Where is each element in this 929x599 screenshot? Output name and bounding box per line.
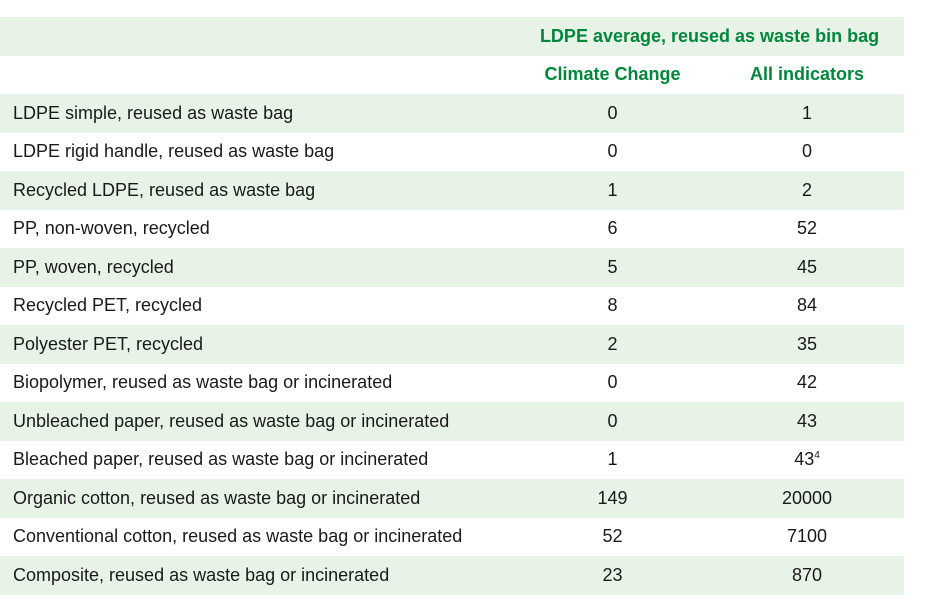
table-row: Polyester PET, recycled 2 35 [0, 325, 905, 364]
table-row: PP, non-woven, recycled 6 52 [0, 210, 904, 249]
table-row: Unbleached paper, reused as waste bag or… [0, 402, 905, 441]
row-label: Biopolymer, reused as waste bag or incin… [13, 372, 393, 393]
group-header: LDPE average, reused as waste bin bag [515, 17, 905, 56]
climate-change-value: 0 [515, 94, 710, 133]
row-label: Organic cotton, reused as waste bag or i… [0, 479, 515, 518]
all-indicators-value: 84 [796, 295, 818, 316]
all-indicators-value: 870 [791, 564, 823, 585]
column-header-climate-change: Climate Change [544, 64, 681, 85]
all-indicators-value: 43 [796, 410, 818, 431]
all-indicators-value: 2 [802, 179, 813, 200]
table-row: LDPE simple, reused as waste bag 0 1 [0, 94, 905, 133]
header-blank-cell [0, 17, 515, 56]
table-row: Biopolymer, reused as waste bag or incin… [0, 364, 904, 403]
row-label: PP, non-woven, recycled [13, 218, 210, 239]
row-label: LDPE simple, reused as waste bag [0, 94, 515, 133]
row-label: Recycled PET, recycled [13, 295, 203, 316]
climate-change-value: 1 [515, 171, 710, 210]
climate-change-value: 0 [607, 372, 618, 393]
all-indicators-cell: 45 [710, 248, 905, 287]
row-label: PP, woven, recycled [0, 248, 515, 287]
row-label: Unbleached paper, reused as waste bag or… [0, 402, 515, 441]
row-label: Composite, reused as waste bag or incine… [0, 556, 515, 595]
group-header-row: LDPE average, reused as waste bin bag [0, 17, 905, 56]
row-label: Polyester PET, recycled [0, 325, 515, 364]
all-indicators-cell: 20000 [710, 479, 905, 518]
climate-change-value: 23 [515, 556, 710, 595]
row-label: LDPE rigid handle, reused as waste bag [13, 141, 335, 162]
all-indicators-value: 43 [794, 449, 815, 470]
all-indicators-value: 52 [796, 218, 818, 239]
table-body: LDPE simple, reused as waste bag 0 1 LDPE r… [0, 94, 905, 595]
climate-change-value: 6 [607, 218, 618, 239]
all-indicators-value: 20000 [781, 487, 833, 508]
all-indicators-value: 42 [796, 372, 818, 393]
climate-change-value: 5 [515, 248, 710, 287]
all-indicators-cell: 42 [710, 364, 904, 403]
all-indicators-cell: 0 [710, 133, 904, 172]
climate-change-value: 0 [515, 402, 710, 441]
all-indicators-cell: 7100 [710, 518, 904, 557]
footnote-marker: 4 [814, 450, 820, 462]
all-indicators-cell: 434 [710, 441, 904, 480]
climate-change-value: 52 [602, 526, 623, 547]
all-indicators-cell: 2 [710, 171, 905, 210]
all-indicators-cell: 870 [710, 556, 905, 595]
results-table-container: LDPE average, reused as waste bin bag Cl… [0, 17, 905, 595]
all-indicators-cell: 1 [710, 94, 905, 133]
table-row: Organic cotton, reused as waste bag or i… [0, 479, 905, 518]
row-label: Conventional cotton, reused as waste bag… [13, 526, 463, 547]
table-row: Conventional cotton, reused as waste bag… [0, 518, 904, 557]
climate-change-value: 1 [607, 449, 618, 470]
climate-change-value: 0 [607, 141, 618, 162]
table-row: Recycled LDPE, reused as waste bag 1 2 [0, 171, 905, 210]
table-row: Recycled PET, recycled 8 84 [0, 287, 904, 326]
row-label: Bleached paper, reused as waste bag or i… [13, 449, 429, 470]
header-blank-cell [0, 56, 515, 95]
all-indicators-cell: 43 [710, 402, 905, 441]
all-indicators-value: 45 [796, 256, 818, 277]
all-indicators-cell: 84 [710, 287, 904, 326]
table-row: Composite, reused as waste bag or incine… [0, 556, 905, 595]
results-table: LDPE average, reused as waste bin bag Cl… [0, 17, 905, 595]
all-indicators-cell: 35 [710, 325, 905, 364]
all-indicators-value: 35 [796, 333, 818, 354]
climate-change-value: 8 [607, 295, 618, 316]
table-row: Bleached paper, reused as waste bag or i… [0, 441, 904, 480]
row-label: Recycled LDPE, reused as waste bag [0, 171, 515, 210]
all-indicators-value: 7100 [786, 526, 828, 547]
column-header-row: Climate Change All indicators [0, 56, 904, 95]
climate-change-value: 2 [515, 325, 710, 364]
all-indicators-value: 0 [802, 141, 813, 162]
all-indicators-value: 1 [802, 102, 813, 123]
table-row: LDPE rigid handle, reused as waste bag 0 0 [0, 133, 904, 172]
column-header-all-indicators: All indicators [749, 64, 865, 85]
climate-change-value: 149 [515, 479, 710, 518]
all-indicators-cell: 52 [710, 210, 904, 249]
table-row: PP, woven, recycled 5 45 [0, 248, 905, 287]
